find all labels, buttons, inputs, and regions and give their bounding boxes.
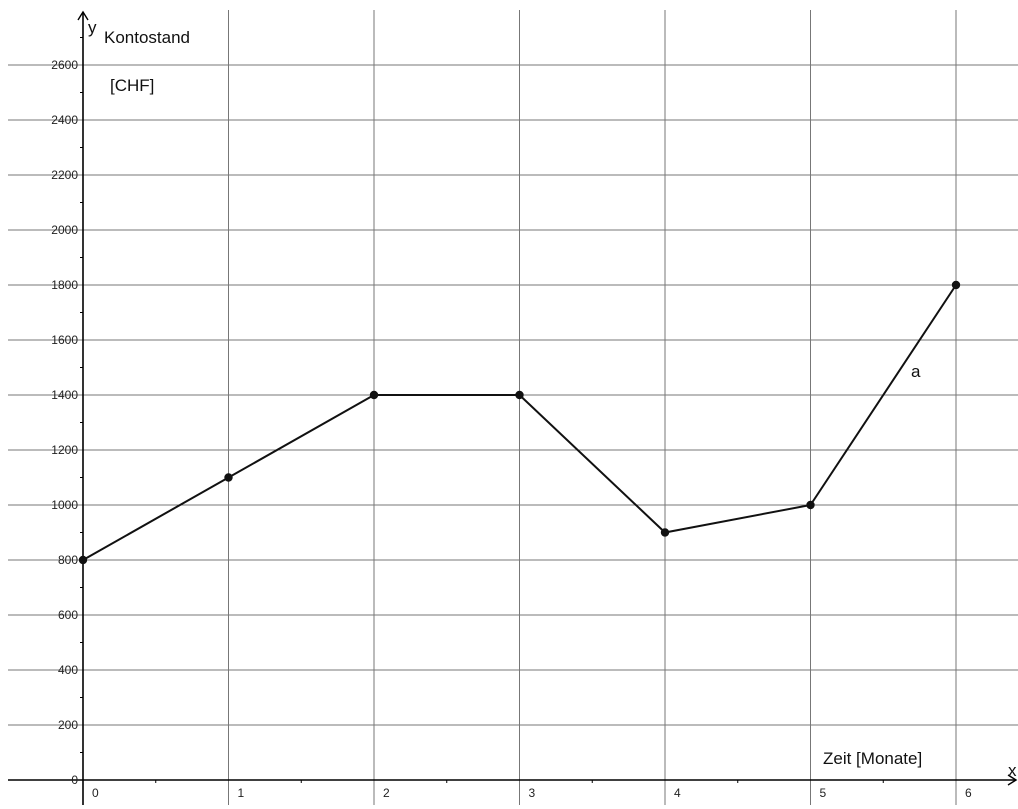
data-point — [369, 390, 379, 400]
y-axis-arrow — [77, 10, 89, 21]
data-point — [951, 280, 961, 290]
x-tick-label: 0 — [92, 786, 99, 800]
y-tick-label: 2200 — [51, 168, 78, 182]
y-tick-label: 600 — [58, 608, 78, 622]
x-tick-label: 1 — [238, 786, 245, 800]
x-tick-label: 5 — [820, 786, 827, 800]
y-tick-label: 2400 — [51, 113, 78, 127]
data-point — [78, 555, 88, 565]
x-axis-label: Zeit [Monate] — [823, 749, 922, 768]
y-tick-label: 1200 — [51, 443, 78, 457]
x-tick-labels: 0 1 2 3 4 5 6 — [92, 786, 972, 800]
y-tick-label: 400 — [58, 663, 78, 677]
y-tick-label: 1000 — [51, 498, 78, 512]
y-tick-label: 1400 — [51, 388, 78, 402]
y-tick-label: 1800 — [51, 278, 78, 292]
y-tick-label: 200 — [58, 718, 78, 732]
x-axis-name: x — [1008, 761, 1017, 780]
x-tick-label: 3 — [529, 786, 536, 800]
x-axis-arrow — [1007, 774, 1018, 786]
series-label-a: a — [911, 362, 921, 381]
axes — [8, 10, 1018, 805]
y-axis-label-line1: Kontostand — [104, 28, 190, 47]
data-point — [806, 500, 815, 510]
data-point — [515, 390, 524, 400]
y-tick-label: 1600 — [51, 333, 78, 347]
y-tick-label: 2600 — [51, 58, 78, 72]
y-axis-label-line2: [CHF] — [110, 76, 154, 95]
y-tick-label: 2000 — [51, 223, 78, 237]
grid-lines — [8, 10, 1018, 805]
data-point — [660, 528, 670, 537]
series-layer — [78, 280, 961, 565]
x-tick-label: 4 — [674, 786, 681, 800]
y-tick-label: 800 — [58, 553, 78, 567]
y-tick-labels: 0 200 400 600 800 1000 1200 1400 1600 1800 2000 220… — [51, 58, 78, 787]
data-point — [224, 473, 233, 482]
y-tick-label: 0 — [71, 773, 78, 787]
x-tick-label: 6 — [965, 786, 972, 800]
x-tick-label: 2 — [383, 786, 390, 800]
y-axis-name: y — [88, 18, 97, 37]
